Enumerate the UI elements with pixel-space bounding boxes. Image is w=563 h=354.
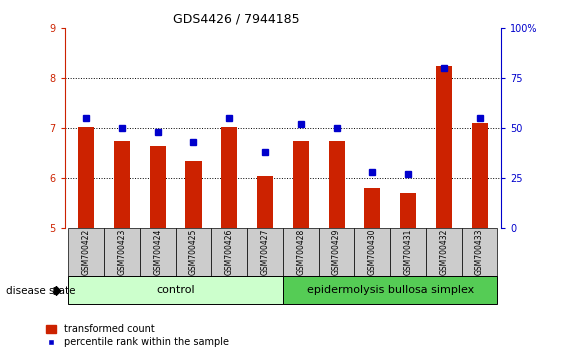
Bar <box>472 123 488 228</box>
Text: GSM700429: GSM700429 <box>332 229 341 275</box>
Bar <box>78 127 94 228</box>
FancyBboxPatch shape <box>140 228 176 276</box>
Text: control: control <box>157 285 195 295</box>
FancyBboxPatch shape <box>426 228 462 276</box>
FancyBboxPatch shape <box>104 228 140 276</box>
FancyBboxPatch shape <box>355 228 390 276</box>
Bar <box>150 146 166 228</box>
Bar <box>436 66 452 228</box>
Text: GSM700426: GSM700426 <box>225 229 234 275</box>
FancyBboxPatch shape <box>68 276 283 304</box>
FancyBboxPatch shape <box>283 276 498 304</box>
FancyBboxPatch shape <box>462 228 498 276</box>
Bar <box>221 127 238 228</box>
Text: GSM700427: GSM700427 <box>261 229 270 275</box>
Bar <box>400 193 416 228</box>
FancyBboxPatch shape <box>247 228 283 276</box>
Text: disease state: disease state <box>6 286 75 296</box>
Bar <box>257 176 273 228</box>
Text: GSM700432: GSM700432 <box>439 229 448 275</box>
Bar <box>293 141 309 228</box>
Bar <box>185 161 202 228</box>
Bar <box>364 188 381 228</box>
Text: GDS4426 / 7944185: GDS4426 / 7944185 <box>173 12 300 25</box>
Bar <box>114 141 130 228</box>
Text: GSM700422: GSM700422 <box>82 229 91 275</box>
FancyBboxPatch shape <box>68 228 104 276</box>
FancyBboxPatch shape <box>211 228 247 276</box>
FancyBboxPatch shape <box>283 228 319 276</box>
Text: GSM700431: GSM700431 <box>404 229 413 275</box>
Legend: transformed count, percentile rank within the sample: transformed count, percentile rank withi… <box>44 322 231 349</box>
Text: GSM700423: GSM700423 <box>118 229 127 275</box>
Text: GSM700424: GSM700424 <box>153 229 162 275</box>
Text: epidermolysis bullosa simplex: epidermolysis bullosa simplex <box>307 285 474 295</box>
Text: GSM700430: GSM700430 <box>368 229 377 275</box>
FancyBboxPatch shape <box>390 228 426 276</box>
Bar <box>328 141 345 228</box>
Text: GSM700428: GSM700428 <box>296 229 305 275</box>
Text: GSM700425: GSM700425 <box>189 229 198 275</box>
FancyBboxPatch shape <box>319 228 355 276</box>
Text: GSM700433: GSM700433 <box>475 229 484 275</box>
FancyBboxPatch shape <box>176 228 211 276</box>
